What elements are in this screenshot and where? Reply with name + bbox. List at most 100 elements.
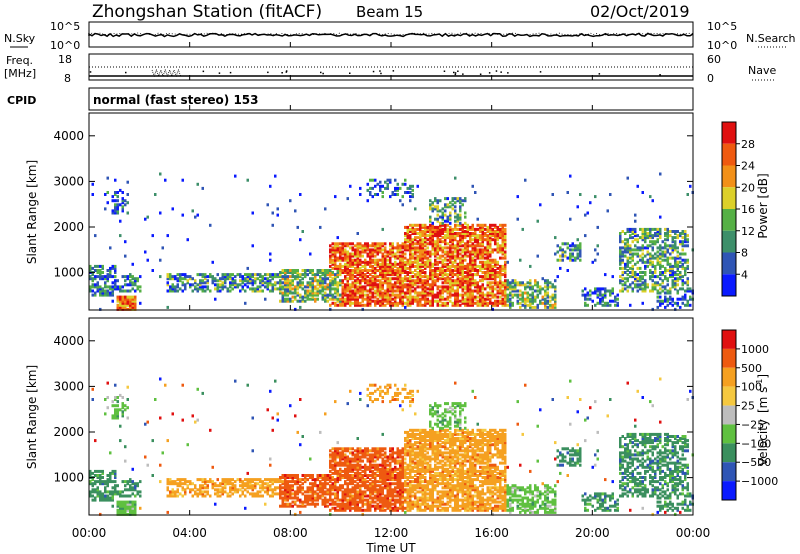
power-cell: [664, 271, 667, 274]
power-cell: [354, 258, 357, 262]
power-cell: [686, 303, 689, 307]
power-cell: [119, 188, 122, 192]
velocity-cell: [354, 506, 357, 510]
power-cell: [371, 281, 374, 285]
velocity-cell: [89, 490, 92, 494]
velocity-cell: [279, 492, 282, 496]
power-cell: [504, 279, 507, 283]
power-cell: [374, 283, 377, 287]
power-cell: [471, 232, 474, 235]
power-y-axis-label: Slant Range [km]: [25, 160, 39, 264]
power-cell: [646, 285, 649, 289]
velocity-cell: [341, 451, 344, 455]
velocity-cell: [124, 459, 127, 463]
power-cell: [446, 281, 449, 285]
power-cell: [134, 283, 137, 287]
velocity-cell: [324, 498, 327, 502]
power-cell: [639, 277, 642, 281]
power-cell: [346, 301, 349, 305]
power-cell: [166, 275, 169, 279]
power-cell: [521, 297, 524, 301]
power-cell: [396, 273, 399, 277]
velocity-cell: [324, 476, 327, 479]
velocity-cell: [341, 449, 344, 453]
power-cell: [671, 299, 674, 303]
power-cell: [416, 285, 419, 289]
velocity-cell: [339, 488, 342, 492]
power-cell: [491, 230, 494, 233]
power-cell: [576, 205, 579, 209]
power-cell: [229, 277, 232, 281]
power-cell: [364, 275, 367, 279]
power-cell: [344, 252, 347, 256]
power-cell: [256, 285, 259, 289]
power-cell: [364, 246, 367, 250]
power-cell: [649, 195, 652, 199]
power-cell: [329, 283, 332, 287]
power-cell: [474, 273, 477, 277]
power-cell: [641, 191, 644, 194]
power-cell: [464, 254, 467, 258]
power-cell: [626, 289, 629, 293]
power-cell: [366, 303, 369, 307]
power-cell: [436, 246, 439, 250]
power-cell: [571, 248, 574, 252]
power-cell: [496, 291, 499, 295]
power-cell: [466, 287, 469, 291]
power-cell: [311, 295, 314, 299]
power-cell: [504, 303, 507, 307]
power-cell: [479, 256, 482, 260]
power-cell: [396, 277, 399, 281]
velocity-cell: [336, 504, 339, 508]
power-cell: [596, 301, 599, 305]
power-cell: [124, 299, 127, 303]
power-cell: [454, 205, 457, 209]
power-cell: [409, 246, 412, 250]
velocity-cell: [361, 512, 364, 516]
power-cell: [389, 297, 392, 301]
power-cell: [384, 250, 387, 254]
power-cell: [121, 297, 124, 301]
power-cell: [459, 213, 462, 217]
power-cell: [554, 287, 557, 291]
power-cell: [676, 262, 679, 266]
power-cell: [671, 230, 674, 233]
velocity-cell: [324, 484, 327, 488]
velocity-cell: [346, 463, 349, 467]
velocity-cell: [204, 486, 207, 490]
power-cell: [364, 269, 367, 272]
power-cell: [674, 307, 677, 311]
power-cell: [419, 234, 422, 238]
power-cell: [451, 279, 454, 283]
power-cell: [226, 277, 229, 281]
power-cell: [411, 193, 414, 196]
velocity-cell: [344, 502, 347, 506]
power-cell: [429, 230, 432, 233]
power-cell: [286, 297, 289, 301]
power-cell: [464, 230, 467, 233]
power-cell: [139, 285, 142, 289]
power-cell: [406, 289, 409, 293]
power-cell: [489, 238, 492, 242]
velocity-cell: [331, 498, 334, 502]
power-cell: [404, 269, 407, 272]
power-cell: [499, 244, 502, 248]
power-cell: [459, 236, 462, 240]
power-cell: [284, 271, 287, 274]
power-cell: [436, 277, 439, 281]
power-cell: [446, 227, 449, 231]
velocity-cell: [114, 484, 117, 488]
power-cell: [471, 262, 474, 266]
power-cell: [641, 236, 644, 240]
power-cell: [481, 303, 484, 307]
velocity-cell: [281, 492, 284, 496]
power-cell: [659, 230, 662, 233]
power-cell: [421, 297, 424, 301]
velocity-cell: [276, 412, 279, 416]
power-cell: [119, 289, 122, 293]
power-cell: [464, 293, 467, 297]
power-cell: [659, 236, 662, 240]
velocity-cell: [99, 492, 102, 496]
power-cell: [434, 271, 437, 274]
power-cell: [546, 299, 549, 303]
